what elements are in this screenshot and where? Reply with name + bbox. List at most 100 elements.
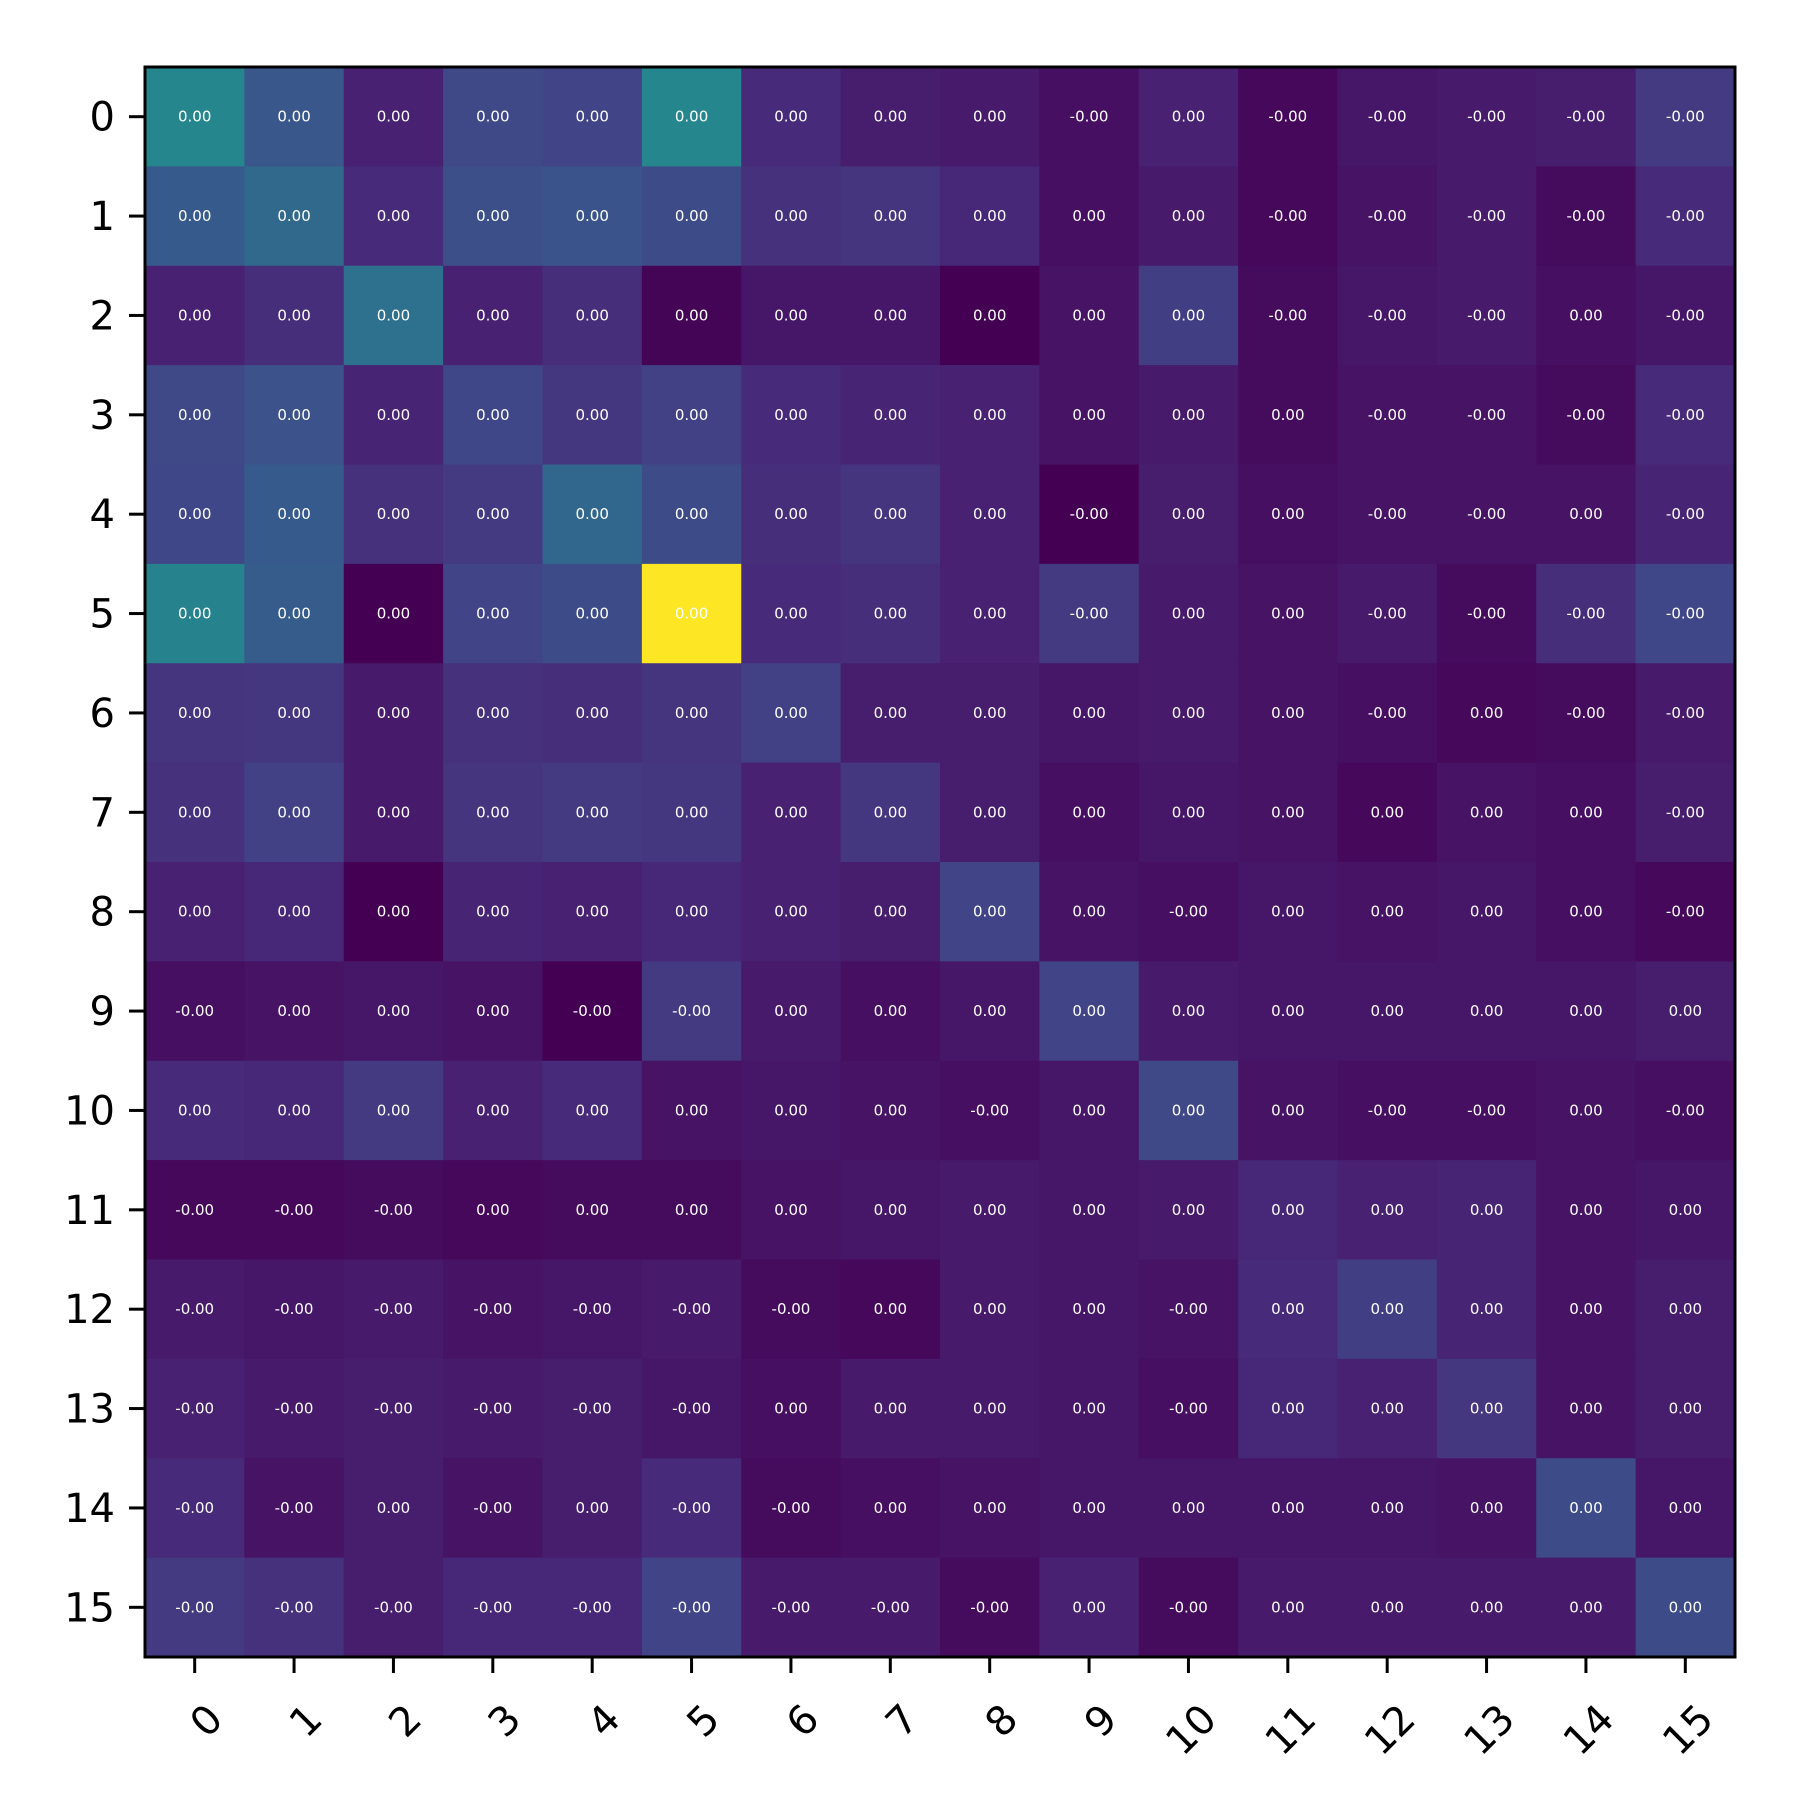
- heatmap-cell: [145, 1458, 245, 1559]
- cell-value-label: 0.00: [575, 406, 608, 424]
- cell-value-label: -0.00: [573, 1002, 612, 1020]
- cell-value-label: 0.00: [675, 306, 708, 324]
- heatmap-cell: [1635, 67, 1736, 167]
- heatmap-cell: [1436, 1557, 1537, 1658]
- cell-value-label: 0.00: [575, 108, 608, 126]
- cell-value-label: 0.00: [377, 406, 410, 424]
- heatmap-cell: [641, 365, 742, 465]
- heatmap-cell: [443, 265, 543, 366]
- heatmap-cell: [1337, 961, 1438, 1062]
- cell-value-label: 0.00: [874, 207, 907, 225]
- heatmap-cell: [542, 365, 643, 465]
- cell-value-label: 0.00: [675, 1201, 708, 1219]
- heatmap-cell: [940, 862, 1040, 962]
- heatmap-cell: [343, 365, 444, 465]
- cell-value-label: 0.00: [774, 605, 807, 623]
- cell-value-label: 0.00: [1172, 406, 1205, 424]
- heatmap-cell: [940, 961, 1040, 1062]
- heatmap-cell: [1436, 1458, 1537, 1559]
- heatmap-cell: [1337, 1358, 1438, 1459]
- cell-value-label: 0.00: [973, 903, 1006, 921]
- cell-value-label: 0.00: [1569, 1002, 1602, 1020]
- cell-value-label: 0.00: [1669, 1201, 1702, 1219]
- cell-value-label: -0.00: [1467, 1101, 1506, 1119]
- cell-value-label: 0.00: [1470, 1499, 1503, 1517]
- heatmap-cell: [741, 862, 842, 962]
- heatmap-cell: [840, 1458, 941, 1559]
- heatmap-cell: [343, 862, 444, 962]
- heatmap-cell: [542, 1458, 643, 1559]
- cell-value-label: -0.00: [1666, 1101, 1705, 1119]
- heatmap-cell: [542, 1557, 643, 1658]
- cell-value-label: -0.00: [573, 1400, 612, 1418]
- cell-value-label: 0.00: [476, 306, 509, 324]
- cell-value-label: 0.00: [575, 505, 608, 523]
- y-tick-label: 2: [90, 293, 115, 339]
- heatmap-cells: [145, 67, 1736, 1658]
- cell-value-label: 0.00: [476, 704, 509, 722]
- cell-value-label: 0.00: [874, 505, 907, 523]
- cell-value-label: 0.00: [1271, 704, 1304, 722]
- heatmap-cell: [1337, 762, 1438, 863]
- cell-value-label: -0.00: [1169, 1300, 1208, 1318]
- cell-value-label: -0.00: [772, 1300, 811, 1318]
- heatmap-cell: [641, 265, 742, 366]
- cell-value-label: 0.00: [575, 605, 608, 623]
- cell-value-label: 0.00: [1470, 1598, 1503, 1616]
- cell-value-label: -0.00: [1567, 207, 1606, 225]
- heatmap-cell: [1337, 862, 1438, 962]
- cell-value-label: 0.00: [874, 1400, 907, 1418]
- heatmap-cell: [443, 1557, 543, 1658]
- heatmap-cell: [741, 1458, 842, 1559]
- heatmap-cell: [1238, 1557, 1338, 1658]
- cell-value-label: 0.00: [1470, 704, 1503, 722]
- cell-value-label: 0.00: [476, 108, 509, 126]
- heatmap-cell: [940, 762, 1040, 863]
- y-tick-label: 9: [90, 989, 115, 1035]
- heatmap-cell: [641, 1557, 742, 1658]
- heatmap-cell: [244, 961, 345, 1062]
- heatmap-cell: [244, 1358, 345, 1459]
- heatmap-cell: [1138, 663, 1239, 764]
- heatmap-cell: [343, 464, 444, 565]
- heatmap-cell: [343, 166, 444, 267]
- cell-value-label: 0.00: [874, 803, 907, 821]
- cell-value-label: 0.00: [1271, 1400, 1304, 1418]
- cell-value-label: 0.00: [1172, 1101, 1205, 1119]
- cell-value-label: -0.00: [1368, 1101, 1407, 1119]
- cell-value-label: 0.00: [377, 803, 410, 821]
- cell-value-label: 0.00: [377, 505, 410, 523]
- heatmap-cell: [244, 1259, 345, 1360]
- heatmap-cell: [641, 166, 742, 267]
- heatmap-cell: [741, 1160, 842, 1260]
- heatmap-cell: [1635, 663, 1736, 764]
- heatmap-cell: [840, 563, 941, 664]
- heatmap-cell: [542, 1160, 643, 1260]
- cell-value-label: -0.00: [1070, 605, 1109, 623]
- heatmap-cell: [1138, 1458, 1239, 1559]
- heatmap-cell: [741, 563, 842, 664]
- heatmap-cell: [1138, 464, 1239, 565]
- cell-value-label: 0.00: [277, 704, 310, 722]
- heatmap-cell: [741, 961, 842, 1062]
- heatmap-cell: [840, 464, 941, 565]
- heatmap-cell: [1635, 1060, 1736, 1161]
- cell-value-label: 0.00: [874, 406, 907, 424]
- heatmap-cell: [840, 67, 941, 167]
- cell-value-label: 0.00: [178, 803, 211, 821]
- heatmap-cell: [840, 1160, 941, 1260]
- heatmap-cell: [940, 563, 1040, 664]
- cell-value-label: 0.00: [1172, 605, 1205, 623]
- cell-value-label: -0.00: [1467, 605, 1506, 623]
- cell-value-label: 0.00: [1072, 1300, 1105, 1318]
- cell-value-label: 0.00: [575, 803, 608, 821]
- heatmap-cell: [1138, 166, 1239, 267]
- heatmap-cell: [1039, 1160, 1140, 1260]
- cell-value-label: 0.00: [178, 505, 211, 523]
- heatmap-cell: [1436, 265, 1537, 366]
- heatmap-cell: [1436, 663, 1537, 764]
- heatmap-cell: [1039, 862, 1140, 962]
- heatmap-cell: [542, 1060, 643, 1161]
- cell-value-label: 0.00: [1470, 1400, 1503, 1418]
